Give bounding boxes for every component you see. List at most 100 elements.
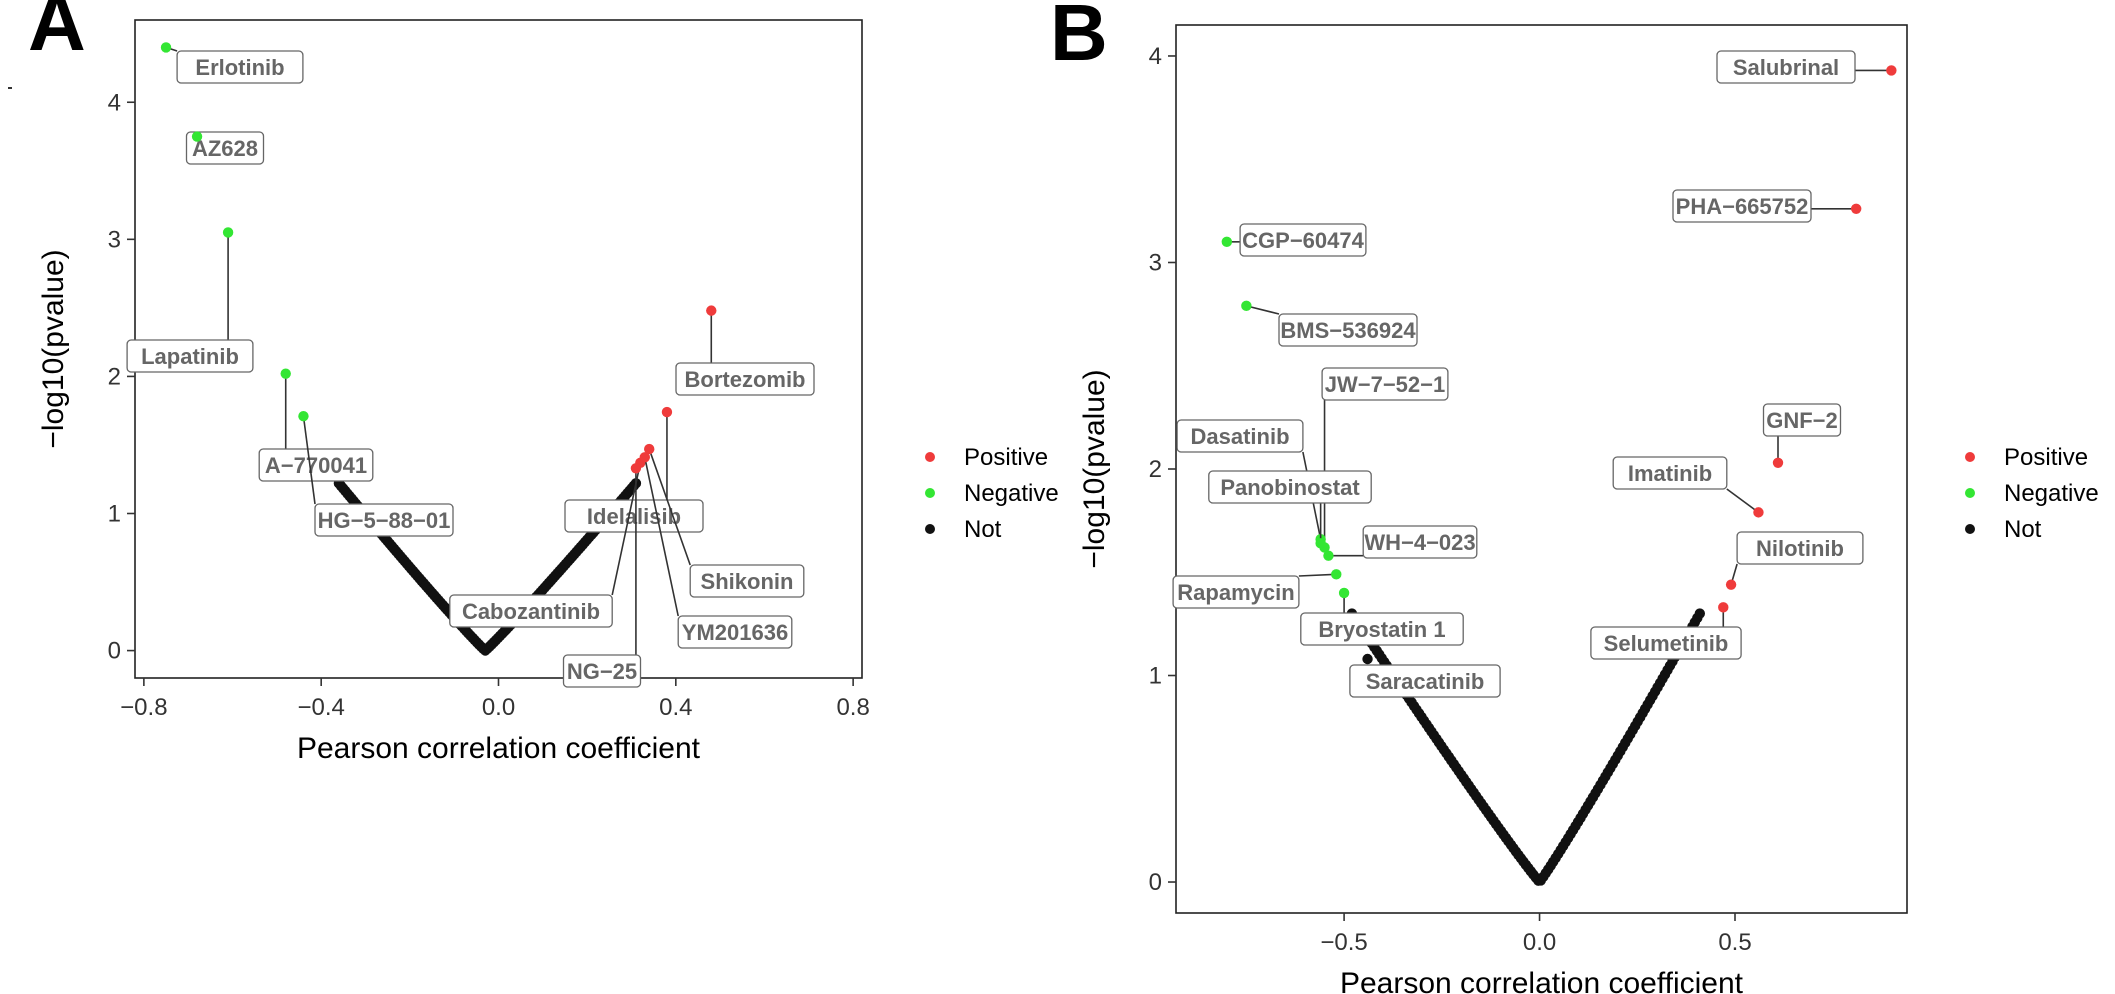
label-leader-line [1726, 488, 1759, 514]
label-box [314, 503, 454, 537]
data-point-positive [630, 463, 642, 474]
label-box [1176, 419, 1304, 453]
data-point-negative [1315, 538, 1326, 549]
data-point-positive [706, 305, 717, 316]
legend: Positive Negative Not [925, 444, 1059, 543]
label-box [176, 50, 304, 84]
plot-frame [1175, 24, 1908, 914]
legend-marker [925, 452, 935, 462]
drug-label: GNF−2 [1766, 408, 1838, 433]
label-box [1172, 575, 1300, 609]
drug-label: Dasatinib [1190, 424, 1289, 449]
y-tick-label: 2 [108, 363, 121, 390]
drug-label: Selumetinib [1604, 631, 1729, 656]
drug-label: Nilotinib [1756, 536, 1844, 561]
data-point-positive [639, 452, 650, 463]
label-box [1349, 664, 1501, 698]
x-tick-label: 0.0 [482, 694, 515, 721]
drug-label: HG−5−88−01 [318, 508, 451, 533]
data-point-negative [191, 131, 203, 142]
drug-label: CGP−60474 [1242, 228, 1364, 253]
label-box [562, 654, 642, 688]
legend: Positive Negative Not [1965, 444, 2099, 543]
y-tick-label: 3 [108, 226, 121, 253]
data-point-positive [1772, 457, 1784, 469]
legend-marker [1965, 524, 1975, 534]
label-box [1590, 626, 1742, 660]
drug-label: Saracatinib [1366, 669, 1485, 694]
panel-a: A −0.8 −0.4 0.0 0.4 0.8 0 1 2 3 4 Pearson correlati… [28, 0, 1059, 765]
x-axis-title: Pearson correlation coefficient [1340, 967, 1744, 994]
x-tick-label: −0.5 [1320, 929, 1367, 956]
legend-label: Negative [2004, 480, 2099, 507]
data-point-not [1694, 608, 1706, 619]
data-point-positive [661, 406, 673, 418]
drug-label: Lapatinib [141, 344, 239, 369]
drug-label: BMS−536924 [1280, 318, 1416, 343]
label-leader-line [302, 416, 316, 505]
legend-label: Not [2004, 516, 2042, 543]
data-point-negative [1323, 550, 1334, 561]
data-point-positive [644, 443, 655, 455]
data-point-negative [1331, 569, 1342, 580]
label-leader-line [644, 457, 679, 617]
panel-b: B −0.5 0.0 0.5 0 1 2 3 4 Pearson correlation coef… [1050, 0, 2099, 994]
legend-marker [1965, 452, 1975, 462]
label-box [1321, 367, 1449, 401]
x-axis-title: Pearson correlation coefficient [297, 732, 701, 765]
label-box [1762, 403, 1842, 437]
x-tick-label: 0.0 [1523, 929, 1556, 956]
drug-label: NG−25 [567, 659, 637, 684]
label-box [258, 448, 374, 482]
drug-label: AZ628 [192, 136, 258, 161]
panel-letter: B [1050, 0, 1108, 77]
label-box [449, 594, 613, 628]
y-tick-label: 3 [1149, 249, 1162, 276]
data-point-negative [1338, 587, 1350, 599]
data-point-positive [1718, 602, 1729, 613]
y-tick-label: 0 [1149, 869, 1162, 896]
drug-label: Idelalisib [587, 504, 681, 529]
legend-label: Not [964, 516, 1002, 543]
label-box [1362, 525, 1478, 559]
x-tick-label: −0.4 [297, 694, 344, 721]
data-point-negative [1241, 300, 1252, 312]
drug-label: A−770041 [265, 453, 367, 478]
drug-label: Bortezomib [685, 367, 806, 392]
legend-label: Positive [2004, 444, 2088, 471]
data-point-positive [1850, 203, 1862, 214]
data-point-negative [222, 227, 234, 238]
label-leader-line [1246, 305, 1280, 315]
y-axis-title: −log10(pvalue) [1078, 369, 1111, 568]
drug-label: JW−7−52−1 [1325, 372, 1445, 397]
data-point-positive [1753, 507, 1764, 518]
label-box [1672, 189, 1812, 223]
label-box [126, 339, 254, 373]
drug-label: PHA−665752 [1676, 194, 1809, 219]
drug-label: Imatinib [1628, 461, 1712, 486]
y-tick-label: 4 [1149, 43, 1162, 70]
data-point-negative [160, 42, 172, 53]
panel-letter: A [28, 0, 86, 67]
legend-marker [1965, 488, 1975, 498]
x-tick-label: 0.4 [659, 694, 692, 721]
drug-label: Cabozantinib [462, 599, 600, 624]
drug-label: Panobinostat [1220, 475, 1360, 500]
y-tick-label: 2 [1149, 456, 1162, 483]
label-box [1278, 313, 1418, 347]
label-box [1208, 470, 1372, 504]
drug-label: YM201636 [682, 620, 788, 645]
label-leader-line [648, 448, 691, 566]
drug-label: Erlotinib [195, 55, 284, 80]
label-box [1612, 456, 1728, 490]
y-tick-label: 1 [108, 501, 121, 528]
drug-label: Rapamycin [1177, 580, 1294, 605]
label-box [1716, 50, 1856, 84]
drug-label: Salubrinal [1733, 55, 1839, 80]
label-box [564, 499, 704, 533]
label-box [1736, 531, 1864, 565]
x-tick-label: 0.8 [836, 694, 869, 721]
label-box [1300, 612, 1464, 646]
x-tick-label: 0.5 [1718, 929, 1751, 956]
